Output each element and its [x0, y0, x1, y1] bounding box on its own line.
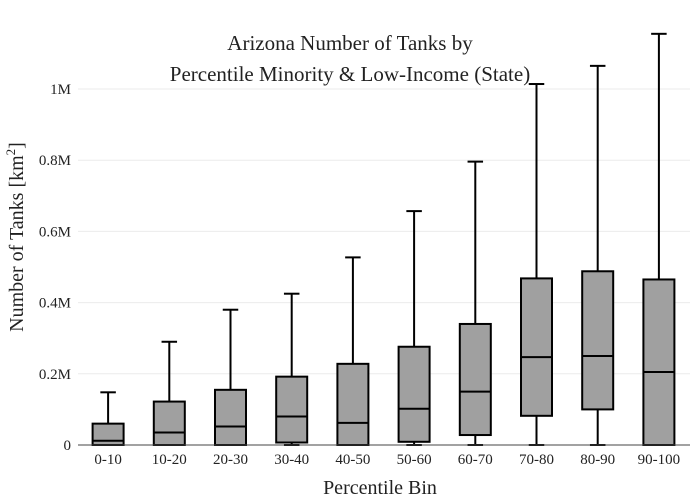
- x-tick-label: 30-40: [274, 452, 309, 468]
- box-40-50: [336, 256, 370, 446]
- iqr-box: [275, 375, 309, 444]
- x-tick-label: 50-60: [397, 452, 432, 468]
- box-80-90: [581, 64, 615, 446]
- y-axis-title-sup: 2: [3, 149, 18, 156]
- y-axis-title: Number of Tanks [km2]: [3, 142, 28, 332]
- box-10-20: [152, 340, 186, 446]
- iqr-box: [91, 422, 125, 447]
- box-90-100: [642, 32, 676, 446]
- x-tick-label: 20-30: [213, 452, 248, 468]
- box-0-10: [91, 391, 125, 447]
- boxes: [91, 32, 676, 447]
- chart-title-line-1: Arizona Number of Tanks by: [227, 31, 473, 55]
- x-tick-label: 90-100: [638, 452, 681, 468]
- x-tick-label: 70-80: [519, 452, 554, 468]
- y-tick-labels: 0 0.2M 0.4M 0.6M 0.8M 1M: [39, 82, 71, 454]
- y-tick-label: 0.4M: [39, 296, 71, 312]
- x-tick-label: 0-10: [94, 452, 122, 468]
- x-tick-label: 10-20: [152, 452, 187, 468]
- box-60-70: [458, 160, 492, 446]
- chart-title-line-2: Percentile Minority & Low-Income (State): [170, 62, 530, 86]
- y-tick-label: 1M: [50, 82, 71, 98]
- box-70-80: [520, 83, 553, 446]
- x-tick-label: 40-50: [335, 452, 370, 468]
- iqr-box: [152, 400, 186, 446]
- x-axis-title: Percentile Bin: [323, 477, 437, 499]
- x-tick-labels: 0-10 10-20 20-30 30-40 40-50 50-60 60-70 70-80 8…: [94, 452, 680, 468]
- iqr-box: [458, 322, 492, 437]
- y-tick-label: 0: [64, 438, 72, 454]
- iqr-box: [214, 388, 247, 447]
- y-axis-title-end: ]: [6, 142, 28, 149]
- iqr-box: [520, 277, 553, 417]
- y-tick-label: 0.6M: [39, 224, 71, 240]
- iqr-box: [397, 345, 431, 443]
- y-tick-label: 0.2M: [39, 367, 71, 383]
- iqr-box: [581, 270, 615, 411]
- box-30-40: [275, 292, 309, 446]
- x-tick-label: 60-70: [458, 452, 493, 468]
- x-tick-label: 80-90: [580, 452, 615, 468]
- iqr-box: [642, 278, 676, 446]
- box-50-60: [397, 210, 431, 446]
- iqr-box: [336, 362, 370, 446]
- box-20-30: [214, 308, 247, 447]
- y-axis-title-main: Number of Tanks [km: [6, 155, 28, 332]
- y-tick-label: 0.8M: [39, 153, 71, 169]
